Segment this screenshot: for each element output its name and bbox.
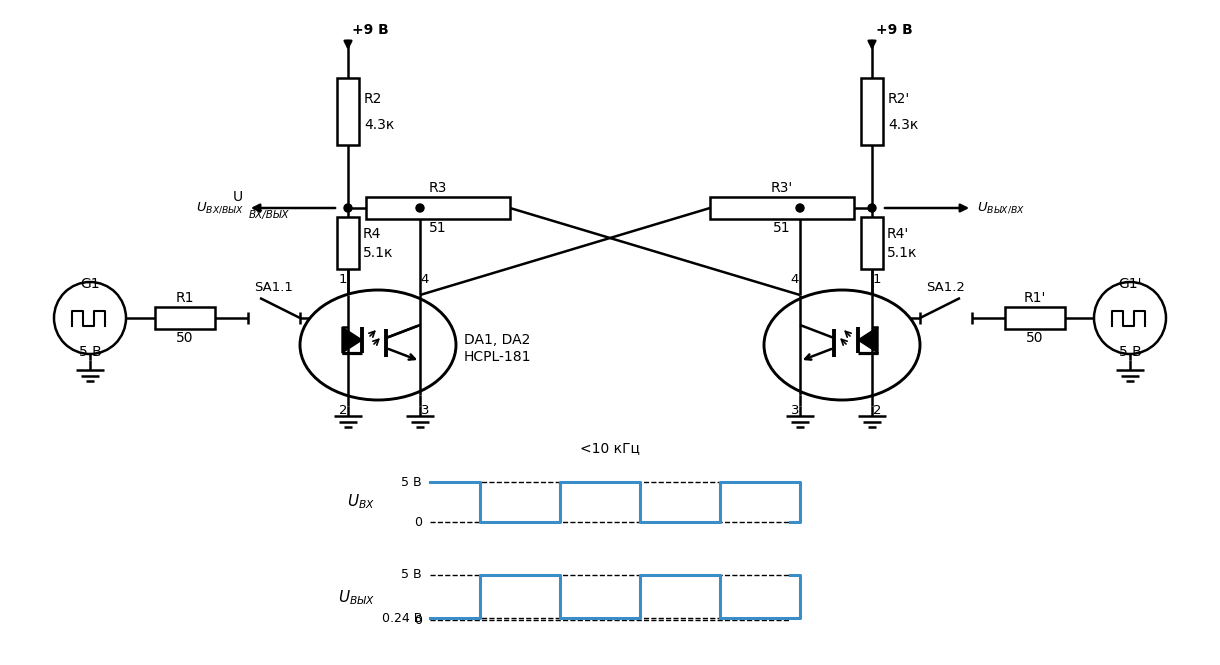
Text: ВХ/ВЫХ: ВХ/ВЫХ <box>249 210 289 220</box>
Text: 4.3к: 4.3к <box>888 118 919 132</box>
Text: 5.1к: 5.1к <box>364 247 394 261</box>
Text: 0: 0 <box>414 515 422 529</box>
Bar <box>1005 307 1065 329</box>
Text: 5 В: 5 В <box>78 345 101 359</box>
Text: R3: R3 <box>428 181 448 195</box>
Text: 4: 4 <box>421 273 429 286</box>
Text: R1: R1 <box>176 291 194 305</box>
Bar <box>366 197 510 219</box>
Bar <box>861 78 883 145</box>
Text: R1': R1' <box>1024 291 1047 305</box>
Bar <box>710 197 854 219</box>
Text: 1: 1 <box>339 273 348 286</box>
Bar <box>155 307 215 329</box>
Circle shape <box>1094 282 1166 354</box>
Text: 5 В: 5 В <box>401 475 422 489</box>
Text: 4: 4 <box>791 273 799 286</box>
Text: 5 В: 5 В <box>401 569 422 581</box>
Ellipse shape <box>764 290 920 400</box>
Circle shape <box>416 204 425 212</box>
Bar <box>337 217 359 269</box>
Text: 4.3к: 4.3к <box>364 118 394 132</box>
Polygon shape <box>342 327 362 353</box>
Bar <box>337 78 359 145</box>
Text: G1': G1' <box>1119 277 1142 291</box>
Circle shape <box>795 204 804 212</box>
Text: 5.1к: 5.1к <box>887 247 917 261</box>
Text: +9 В: +9 В <box>876 23 913 37</box>
Text: U: U <box>233 190 243 204</box>
Text: R4: R4 <box>364 227 382 241</box>
Text: 2: 2 <box>339 404 348 417</box>
Text: 51: 51 <box>773 221 791 235</box>
Text: 50: 50 <box>1026 331 1044 345</box>
Text: R4': R4' <box>887 227 909 241</box>
Text: 3: 3 <box>421 404 429 417</box>
Text: $U_{ВЫХ}$: $U_{ВЫХ}$ <box>338 588 375 607</box>
Text: 0: 0 <box>414 614 422 626</box>
Ellipse shape <box>300 290 456 400</box>
Text: R2: R2 <box>364 92 382 106</box>
Text: R2': R2' <box>888 92 910 106</box>
Circle shape <box>867 204 876 212</box>
Circle shape <box>344 204 353 212</box>
Text: G1: G1 <box>81 277 100 291</box>
Text: 5 В: 5 В <box>1119 345 1142 359</box>
Text: R3': R3' <box>771 181 793 195</box>
Text: DA1, DA2: DA1, DA2 <box>464 333 531 347</box>
Text: 2: 2 <box>872 404 881 417</box>
Text: <10 кГц: <10 кГц <box>580 441 640 455</box>
Text: 50: 50 <box>176 331 194 345</box>
Text: SA1.2: SA1.2 <box>926 281 965 294</box>
Text: 1: 1 <box>872 273 881 286</box>
Circle shape <box>54 282 126 354</box>
Text: HCPL-181: HCPL-181 <box>464 350 532 364</box>
Text: 0.24 В: 0.24 В <box>382 612 422 624</box>
Bar <box>861 217 883 269</box>
Text: +9 В: +9 В <box>353 23 389 37</box>
Text: 3: 3 <box>791 404 799 417</box>
Text: $U_{ВХ}$: $U_{ВХ}$ <box>346 493 375 511</box>
Polygon shape <box>858 327 878 353</box>
Text: $U_{ВХ/ВЫХ}$: $U_{ВХ/ВЫХ}$ <box>196 201 244 215</box>
Text: $U_{ВЫХ/ВХ}$: $U_{ВЫХ/ВХ}$ <box>977 201 1025 215</box>
Text: SA1.1: SA1.1 <box>255 281 294 294</box>
Text: 51: 51 <box>429 221 447 235</box>
